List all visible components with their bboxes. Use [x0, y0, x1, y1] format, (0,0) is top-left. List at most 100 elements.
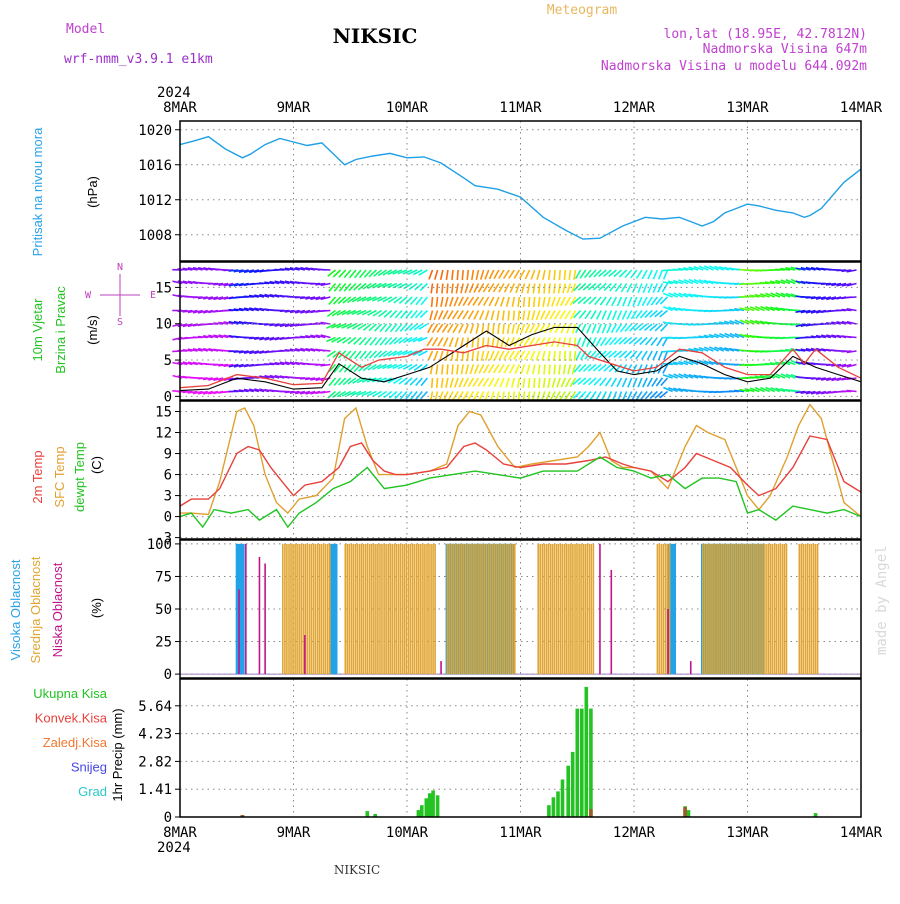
wind-barb — [494, 365, 499, 373]
wind-barb — [498, 324, 499, 334]
wind-barb — [623, 378, 627, 387]
wind-barb — [494, 378, 499, 387]
wind-barb — [435, 270, 438, 280]
wind-barb — [486, 311, 489, 321]
y-tick-label: 0 — [164, 510, 172, 526]
wind-barb — [458, 311, 464, 319]
wind-barb — [529, 297, 530, 307]
wind-barb — [499, 351, 504, 360]
wind-barb — [474, 284, 479, 293]
wind-barb — [532, 311, 535, 321]
wind-barb — [483, 378, 488, 386]
wind-barb — [541, 311, 545, 320]
wind-barb — [606, 297, 611, 306]
wind-barb — [550, 311, 555, 320]
wind-barb — [448, 324, 453, 333]
wind-barb — [524, 297, 525, 307]
total-precip-bar — [589, 709, 593, 817]
wind-barb — [523, 311, 524, 321]
wind-barb — [555, 311, 560, 319]
wind-barb — [438, 338, 443, 347]
total-precip-bar — [425, 798, 429, 817]
wind-barb — [455, 378, 458, 387]
wind-barb — [467, 270, 468, 280]
compass-n: N — [117, 262, 123, 273]
wind-barb — [525, 270, 529, 279]
y-tick-label: 15 — [155, 405, 172, 421]
top-date-label: 9MAR — [277, 100, 311, 116]
wind-barb — [664, 270, 668, 279]
wind-barb — [494, 270, 499, 279]
y-tick-label: 1012 — [138, 193, 172, 209]
wind-barb — [536, 311, 539, 320]
total-precip-bar — [561, 780, 565, 818]
wind-barb — [628, 297, 632, 306]
wind-barb — [549, 284, 550, 294]
wind-barb — [557, 378, 560, 387]
wind-barb — [459, 378, 463, 387]
wind-barb — [653, 270, 657, 279]
mid-cloud-label: Srednja Oblacnost — [28, 556, 43, 663]
wind-barb — [606, 378, 612, 386]
precip-ylabel: 1hr Precip (mm) — [110, 708, 125, 801]
t2m-label: 2m Temp — [30, 450, 45, 503]
wind-barb — [510, 284, 514, 293]
wind-barb — [518, 378, 520, 388]
wind-barb — [508, 311, 509, 321]
wind-barb — [465, 324, 469, 333]
wind-barb — [559, 365, 560, 375]
wind-barb — [452, 270, 453, 280]
wind-barb — [491, 311, 493, 321]
wind-barb — [466, 365, 468, 375]
wind-barb — [570, 392, 575, 401]
wind-barb — [642, 351, 647, 359]
bottom-date-label: 10MAR — [386, 825, 429, 841]
wind-barb — [461, 365, 463, 375]
precip-legend-item: Konvek.Kisa — [35, 711, 108, 726]
wind-barb — [627, 311, 632, 320]
footer-station: NIKSIC — [334, 863, 380, 877]
precip-legend-item: Grad — [78, 784, 107, 799]
bottom-date-label: 13MAR — [726, 825, 769, 841]
y-tick-label: 25 — [155, 635, 172, 651]
top-date-label: 8MAR — [163, 100, 197, 116]
wind-barb — [613, 311, 617, 320]
year-label-bottom: 2024 — [157, 840, 191, 856]
wind-barb — [478, 297, 483, 305]
total-precip-bar — [552, 797, 556, 817]
total-precip-bar — [428, 793, 432, 817]
wind-barb — [468, 297, 473, 305]
wind-barb — [561, 297, 566, 306]
wind-barb — [441, 270, 443, 280]
wind-barb — [477, 351, 479, 361]
wind-barb — [531, 270, 535, 279]
high-cloud-label: Visoka Oblacnost — [8, 559, 23, 660]
wind-barb — [512, 297, 514, 307]
wind-barb — [659, 351, 663, 360]
wind-barb — [489, 297, 494, 306]
wind-barb — [432, 338, 437, 347]
wind-barb — [486, 351, 489, 361]
wind-barb — [474, 392, 479, 401]
wind-barb — [642, 270, 647, 279]
wind-barb — [518, 311, 519, 321]
wind-barb — [463, 392, 469, 400]
wind-barb — [559, 351, 560, 361]
wind-barb — [545, 311, 550, 320]
wind-barb — [480, 311, 484, 320]
compass-w: W — [85, 290, 92, 301]
wind-barb — [647, 351, 652, 360]
y-tick-label: 12 — [155, 426, 172, 442]
wind-barb — [556, 297, 560, 306]
wind-barb — [521, 365, 524, 374]
wind-barb — [585, 311, 591, 319]
precip-legend: Ukupna KisaKonvek.KisaZaledj.KisaSnijegG… — [33, 686, 107, 799]
top-date-label: 14MAR — [840, 100, 883, 116]
wind-barb — [470, 324, 473, 334]
wind-barb — [446, 270, 448, 280]
precip-grid — [180, 679, 861, 817]
